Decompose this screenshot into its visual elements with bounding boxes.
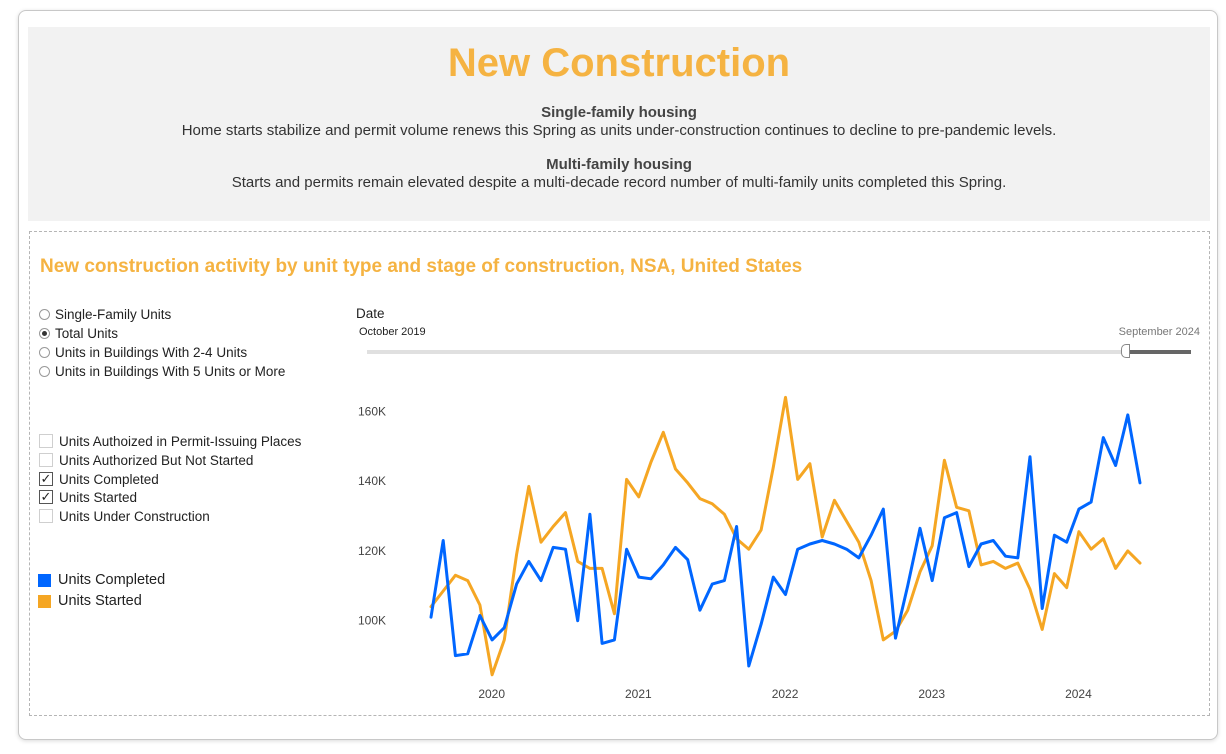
- date-range-start: October 2019: [359, 326, 426, 338]
- radio-label: Single-Family Units: [55, 306, 172, 322]
- y-tick-label: 140K: [358, 474, 386, 488]
- y-tick-label: 100K: [358, 614, 386, 628]
- checkbox-checked[interactable]: ✓: [39, 471, 53, 486]
- series-line-units-completed[interactable]: [429, 413, 1142, 668]
- x-tick-label: 2020: [478, 687, 505, 701]
- checkbox[interactable]: [39, 434, 53, 448]
- checkbox-label: Units Started: [59, 489, 138, 505]
- chart-title: New construction activity by unit type a…: [40, 256, 803, 277]
- checkbox-started[interactable]: ✓ Units Started: [39, 488, 137, 506]
- checkbox-under-construction[interactable]: Units Under Construction: [39, 507, 210, 525]
- x-axis: 2020 2021 2022 2023 2024: [478, 687, 1092, 701]
- legend-item-completed: Units Completed: [38, 570, 165, 590]
- radio-single-family[interactable]: Single-Family Units: [39, 305, 171, 323]
- legend-item-started: Units Started: [38, 591, 142, 611]
- multi-family-heading: Multi-family housing: [546, 156, 692, 173]
- checkbox-label: Units Authorized But Not Started: [59, 452, 254, 468]
- single-family-heading: Single-family housing: [541, 104, 697, 121]
- page-title: New Construction: [447, 41, 791, 85]
- checkbox-label: Units Completed: [59, 471, 159, 487]
- radio-label: Units in Buildings With 5 Units or More: [55, 363, 286, 379]
- radio-total-units[interactable]: Total Units: [39, 324, 118, 342]
- checkbox-permits[interactable]: Units Authoized in Permit-Issuing Places: [39, 432, 301, 450]
- radio-label: Total Units: [55, 325, 119, 341]
- checkbox-authorized-not-started[interactable]: Units Authorized But Not Started: [39, 451, 253, 469]
- multi-family-text: Starts and permits remain elevated despi…: [231, 174, 1007, 191]
- date-range-end: September 2024: [1118, 326, 1200, 338]
- radio-button-selected[interactable]: [39, 327, 50, 339]
- x-tick-label: 2021: [625, 687, 652, 701]
- header-banner: New Construction Single-family housing H…: [28, 27, 1210, 221]
- y-tick-label: 160K: [358, 404, 386, 418]
- chart-panel: [29, 231, 1210, 716]
- date-filter-label: Date: [356, 306, 385, 321]
- checkbox-completed[interactable]: ✓ Units Completed: [39, 470, 159, 488]
- x-tick-label: 2024: [1065, 687, 1092, 701]
- radio-5-plus-units[interactable]: Units in Buildings With 5 Units or More: [39, 362, 285, 380]
- date-slider-track[interactable]: [367, 350, 1191, 354]
- checkbox[interactable]: [39, 453, 53, 467]
- checkbox-label: Units Authoized in Permit-Issuing Places: [59, 433, 302, 449]
- single-family-text: Home starts stabilize and permit volume …: [181, 122, 1057, 139]
- legend-swatch: [38, 573, 51, 587]
- legend-swatch: [38, 594, 51, 608]
- series-line-units-started[interactable]: [429, 395, 1142, 677]
- radio-button[interactable]: [39, 365, 50, 377]
- legend-label: Units Completed: [58, 572, 166, 588]
- x-tick-label: 2022: [772, 687, 799, 701]
- line-chart: 100K 120K 140K 160K 2020 2021 2022 2023 2024: [358, 395, 1142, 701]
- radio-button[interactable]: [39, 346, 50, 358]
- y-tick-label: 120K: [358, 544, 386, 558]
- legend-label: Units Started: [58, 593, 142, 609]
- checkbox-label: Units Under Construction: [59, 508, 210, 524]
- radio-button[interactable]: [39, 308, 50, 320]
- x-tick-label: 2023: [918, 687, 945, 701]
- checkbox-checked[interactable]: ✓: [39, 489, 53, 504]
- checkbox[interactable]: [39, 509, 53, 523]
- date-slider-handle[interactable]: [1121, 344, 1130, 358]
- radio-2-4-units[interactable]: Units in Buildings With 2-4 Units: [39, 343, 247, 361]
- date-slider-range[interactable]: [1126, 350, 1191, 354]
- chart-series: [429, 395, 1142, 677]
- y-axis: 100K 120K 140K 160K: [358, 404, 386, 627]
- radio-label: Units in Buildings With 2-4 Units: [55, 344, 248, 360]
